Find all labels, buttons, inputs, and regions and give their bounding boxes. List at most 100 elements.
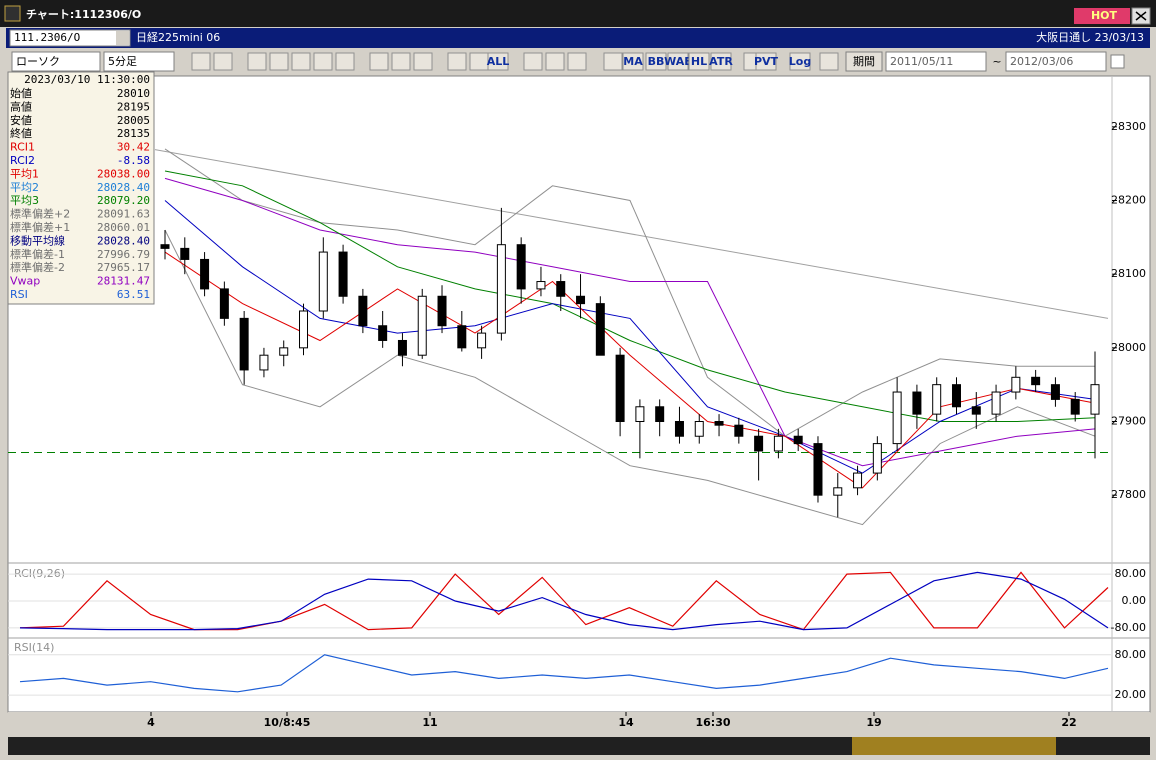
- info-label: Vwap: [10, 275, 40, 288]
- plot: 27800 27900 28000 28100 28200 28300 4 10/8:45 11…: [8, 120, 1146, 729]
- y-tick-label: 28200: [1111, 193, 1146, 206]
- candle-body: [358, 295, 368, 327]
- toolbar-button-label: ATR: [709, 55, 733, 68]
- toolbar-icon[interactable]: [269, 52, 289, 71]
- candle-body: [615, 354, 625, 423]
- y-tick-label: 28000: [1111, 341, 1146, 354]
- candle-body: [457, 325, 467, 349]
- toolbar-icon[interactable]: [567, 52, 587, 71]
- toolbar-button-label: PVT: [754, 55, 779, 68]
- toolbar-icon[interactable]: [247, 52, 267, 71]
- toolbar-button-label: Log: [789, 55, 811, 68]
- instrument-name: 日経225mini 06: [136, 31, 220, 44]
- toolbar-button[interactable]: [789, 52, 811, 71]
- candle-body: [1090, 384, 1100, 415]
- period-button[interactable]: [845, 51, 883, 72]
- indicator-line: [19, 571, 1109, 631]
- toolbar-button-label: WAE: [664, 55, 692, 68]
- candle-body: [279, 347, 289, 356]
- toolbar-button[interactable]: [755, 52, 777, 71]
- candle-body: [1070, 398, 1080, 415]
- y-tick-label: 80.00: [1115, 567, 1147, 580]
- toolbar-button[interactable]: [622, 52, 644, 71]
- info-value: 30.42: [117, 141, 150, 154]
- candle-body: [595, 303, 605, 356]
- candle-body: [576, 295, 586, 305]
- y-tick-label: 80.00: [1115, 648, 1147, 661]
- candle-body: [318, 251, 328, 312]
- toolbar-icon[interactable]: [819, 52, 839, 71]
- toolbar-icon[interactable]: [603, 52, 623, 71]
- toolbar-icon[interactable]: [313, 52, 333, 71]
- info-panel: [7, 71, 155, 305]
- candle-body: [556, 281, 566, 297]
- chart-type-combo[interactable]: [11, 51, 101, 72]
- from-date: 2011/05/11: [890, 55, 953, 68]
- window-title: チャート:1112306/O: [26, 8, 141, 21]
- candle-body: [299, 310, 309, 349]
- info-rows: 始値 28010 高値 28195 安値 28005 終値 28135 RCI1 30.42 RCI…: [10, 86, 150, 301]
- toolbar-icon[interactable]: [413, 52, 433, 71]
- toolbar-icon[interactable]: [545, 52, 565, 71]
- y-tick-label: 28100: [1111, 267, 1146, 280]
- toolbar-button-label: BB: [648, 55, 665, 68]
- tilde: ~: [992, 55, 1001, 68]
- info-value: -8.58: [117, 154, 150, 167]
- scroll-thumb[interactable]: [852, 737, 1056, 755]
- info-label: 平均1: [10, 167, 39, 180]
- candle-body: [1011, 376, 1021, 393]
- checkbox[interactable]: [1110, 54, 1125, 69]
- candle-body: [971, 406, 981, 415]
- x-tick-label: 19: [866, 716, 881, 729]
- candle-body: [397, 339, 407, 356]
- toolbar-icon[interactable]: [191, 52, 211, 71]
- candle-body: [378, 325, 388, 341]
- toolbar-icon[interactable]: [447, 52, 467, 71]
- candle-body: [635, 406, 645, 423]
- info-label: 移動平均線: [10, 233, 65, 247]
- toolbar-icon[interactable]: [523, 52, 543, 71]
- info-label: 平均3: [10, 194, 39, 207]
- toolbar-icon[interactable]: [469, 52, 489, 71]
- candle-body: [1050, 384, 1060, 400]
- indicator-line: [164, 177, 1096, 467]
- candle-body: [734, 424, 744, 437]
- y-tick-label: -80.00: [1111, 621, 1146, 634]
- y-tick-label: 20.00: [1115, 688, 1147, 701]
- to-date-box[interactable]: [1005, 51, 1107, 72]
- toolbar-button[interactable]: [487, 52, 509, 71]
- x-tick-label: 16:30: [695, 716, 730, 729]
- toolbar-button[interactable]: [667, 52, 689, 71]
- toolbar-button-label: HL: [691, 55, 707, 68]
- symbol-combo[interactable]: [9, 29, 131, 47]
- candle-body: [160, 244, 170, 249]
- x-axis-band: [8, 712, 1150, 736]
- candle-body: [200, 258, 210, 290]
- candle-body: [991, 391, 1001, 415]
- candle-body: [694, 421, 704, 437]
- candle-body: [813, 443, 823, 496]
- toolbar-button[interactable]: [688, 52, 710, 71]
- hot-button[interactable]: [1074, 8, 1130, 24]
- app-icon: [4, 5, 21, 22]
- interval-combo[interactable]: [103, 51, 175, 72]
- y-tick-label: 0.00: [1122, 594, 1147, 607]
- toolbar-icon[interactable]: [335, 52, 355, 71]
- toolbar-icon[interactable]: [213, 52, 233, 71]
- toolbar-button-label: ALL: [487, 55, 510, 68]
- from-date-box[interactable]: [885, 51, 987, 72]
- candle-body: [793, 435, 803, 445]
- candle-body: [655, 406, 665, 423]
- info-value: 27996.79: [97, 248, 150, 261]
- title-bar: [0, 0, 1156, 27]
- info-label: 始値: [10, 86, 32, 100]
- toolbar-icon[interactable]: [369, 52, 389, 71]
- candle-body: [477, 332, 487, 349]
- toolbar-button[interactable]: [645, 52, 667, 71]
- toolbar-button[interactable]: [710, 52, 732, 71]
- toolbar-icon[interactable]: [291, 52, 311, 71]
- info-label: 安値: [10, 113, 32, 127]
- toolbar-icon[interactable]: [391, 52, 411, 71]
- toolbar-button-label: MA: [623, 55, 643, 68]
- combo-arrow[interactable]: [116, 31, 129, 45]
